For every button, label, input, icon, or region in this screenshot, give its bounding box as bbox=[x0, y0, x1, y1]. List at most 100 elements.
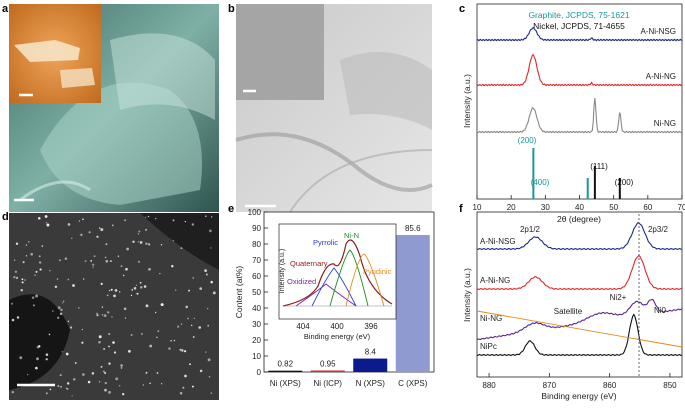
ni2p-background-fit bbox=[476, 310, 683, 348]
atom-dot bbox=[27, 241, 30, 243]
atom-dot bbox=[127, 349, 131, 353]
bar bbox=[310, 370, 345, 372]
atom-dot bbox=[145, 304, 149, 308]
atom-dot bbox=[145, 372, 147, 375]
atom-dot bbox=[184, 220, 186, 223]
atom-dot bbox=[111, 224, 114, 227]
atom-dot bbox=[122, 393, 125, 396]
atom-dot bbox=[143, 285, 147, 288]
ni2p-curves: A-Ni-NSG A-Ni-NG Ni-NG NiPc bbox=[476, 222, 683, 357]
ni2p-series-label: A-Ni-NSG bbox=[480, 237, 516, 246]
xrd-curves: A-Ni-NSG A-Ni-NG Ni-NG bbox=[476, 26, 683, 134]
inset-x-tick: 404 bbox=[296, 322, 310, 331]
xrd-reference-label: (200) bbox=[615, 178, 634, 187]
atom-dot bbox=[191, 385, 194, 388]
bar-y-tick: 80 bbox=[252, 240, 261, 249]
atom-dot bbox=[73, 378, 76, 381]
atom-dot bbox=[82, 373, 85, 376]
atom-dot bbox=[111, 316, 113, 318]
atom-dot bbox=[16, 316, 20, 319]
ni2p-curve-ni-ng bbox=[476, 298, 683, 341]
ni2p-x-ticks: 880 870 860 850 bbox=[482, 373, 677, 390]
atom-dot bbox=[19, 356, 23, 360]
atom-dot bbox=[70, 326, 73, 329]
atom-dot bbox=[192, 277, 195, 279]
atom-dot bbox=[124, 219, 126, 222]
atom-dot bbox=[98, 380, 101, 383]
atom-dot bbox=[180, 323, 183, 325]
atom-dot bbox=[65, 352, 69, 356]
atom-dot bbox=[64, 257, 68, 260]
panel-f: f 880 870 860 850 A-Ni-NSGA-Ni-NGNi-NGNiPc … bbox=[459, 203, 683, 401]
atom-dot bbox=[142, 384, 144, 386]
panel-b: b bbox=[228, 3, 433, 213]
peak-oxidized: Oxidized bbox=[287, 277, 316, 286]
atom-dot bbox=[72, 284, 75, 287]
inset-x-label: Binding energy (eV) bbox=[304, 332, 371, 341]
atom-dot bbox=[11, 318, 15, 322]
ni2p-curve-a-ni-ng bbox=[476, 255, 683, 291]
atom-dot bbox=[123, 307, 127, 311]
panel-c-label: c bbox=[459, 3, 465, 15]
atom-dot bbox=[181, 349, 184, 352]
atom-dot bbox=[30, 252, 34, 256]
xrd-reference-lines: (200) (400) (111) (200) bbox=[518, 136, 634, 199]
atom-dot bbox=[175, 289, 177, 291]
atom-dot bbox=[67, 278, 70, 281]
atom-dot bbox=[139, 285, 143, 289]
atom-dot bbox=[207, 307, 209, 310]
atom-dot bbox=[182, 386, 185, 389]
bar-y-tick: 40 bbox=[252, 304, 261, 313]
atom-dot bbox=[211, 216, 213, 218]
atom-dot bbox=[103, 348, 105, 350]
atom-dot bbox=[35, 270, 38, 273]
atom-dot bbox=[139, 281, 142, 284]
atom-dot bbox=[13, 259, 16, 261]
panel-f-label: f bbox=[459, 203, 463, 215]
atom-dot bbox=[96, 312, 98, 315]
atom-dot bbox=[82, 218, 84, 221]
atom-dot bbox=[131, 289, 134, 291]
atom-dot bbox=[100, 228, 104, 232]
atom-dot bbox=[49, 270, 51, 272]
atom-dot bbox=[78, 307, 80, 309]
panel-a: a bbox=[2, 3, 219, 212]
atom-dot bbox=[31, 296, 35, 299]
atom-dot bbox=[80, 233, 83, 237]
bar-value-label: 8.4 bbox=[365, 348, 377, 357]
ni2p-curve-nipc bbox=[476, 313, 682, 357]
atom-dot bbox=[205, 351, 207, 353]
atom-dot bbox=[90, 260, 93, 262]
bar bbox=[353, 358, 388, 372]
atom-dot bbox=[61, 302, 64, 304]
atom-dot bbox=[207, 358, 211, 362]
bars: 0.82 Ni (XPS) 0.95 Ni (ICP) 8.4 N (XPS) 85.6 C … bbox=[268, 224, 430, 388]
atom-dot bbox=[57, 316, 60, 319]
atom-dot bbox=[38, 261, 42, 264]
atom-dot bbox=[59, 374, 62, 377]
atom-dot bbox=[187, 317, 189, 320]
atom-dot bbox=[96, 313, 99, 317]
atom-dot bbox=[159, 272, 161, 275]
atom-dot bbox=[193, 317, 196, 319]
atom-dot bbox=[67, 223, 71, 226]
atom-dot bbox=[141, 333, 143, 335]
atom-dot bbox=[57, 306, 61, 310]
atom-dot bbox=[87, 380, 91, 384]
panel-a-label: a bbox=[2, 3, 9, 15]
xrd-series-label: A-Ni-NSG bbox=[640, 27, 676, 36]
ni2p-series-label: NiPc bbox=[480, 342, 497, 351]
atom-dot bbox=[205, 273, 208, 276]
atom-dot bbox=[108, 345, 110, 348]
atom-dot bbox=[191, 223, 194, 226]
atom-dot bbox=[60, 385, 62, 388]
atom-dot bbox=[60, 308, 63, 312]
bar-value-label: 0.82 bbox=[277, 360, 293, 369]
subshell-2p12: 2p1/2 bbox=[520, 225, 541, 234]
atom-dot bbox=[138, 260, 140, 263]
atom-dot bbox=[137, 233, 140, 235]
xrd-x-tick: 50 bbox=[609, 203, 618, 212]
atom-dot bbox=[46, 223, 50, 227]
atom-dot bbox=[25, 244, 28, 246]
